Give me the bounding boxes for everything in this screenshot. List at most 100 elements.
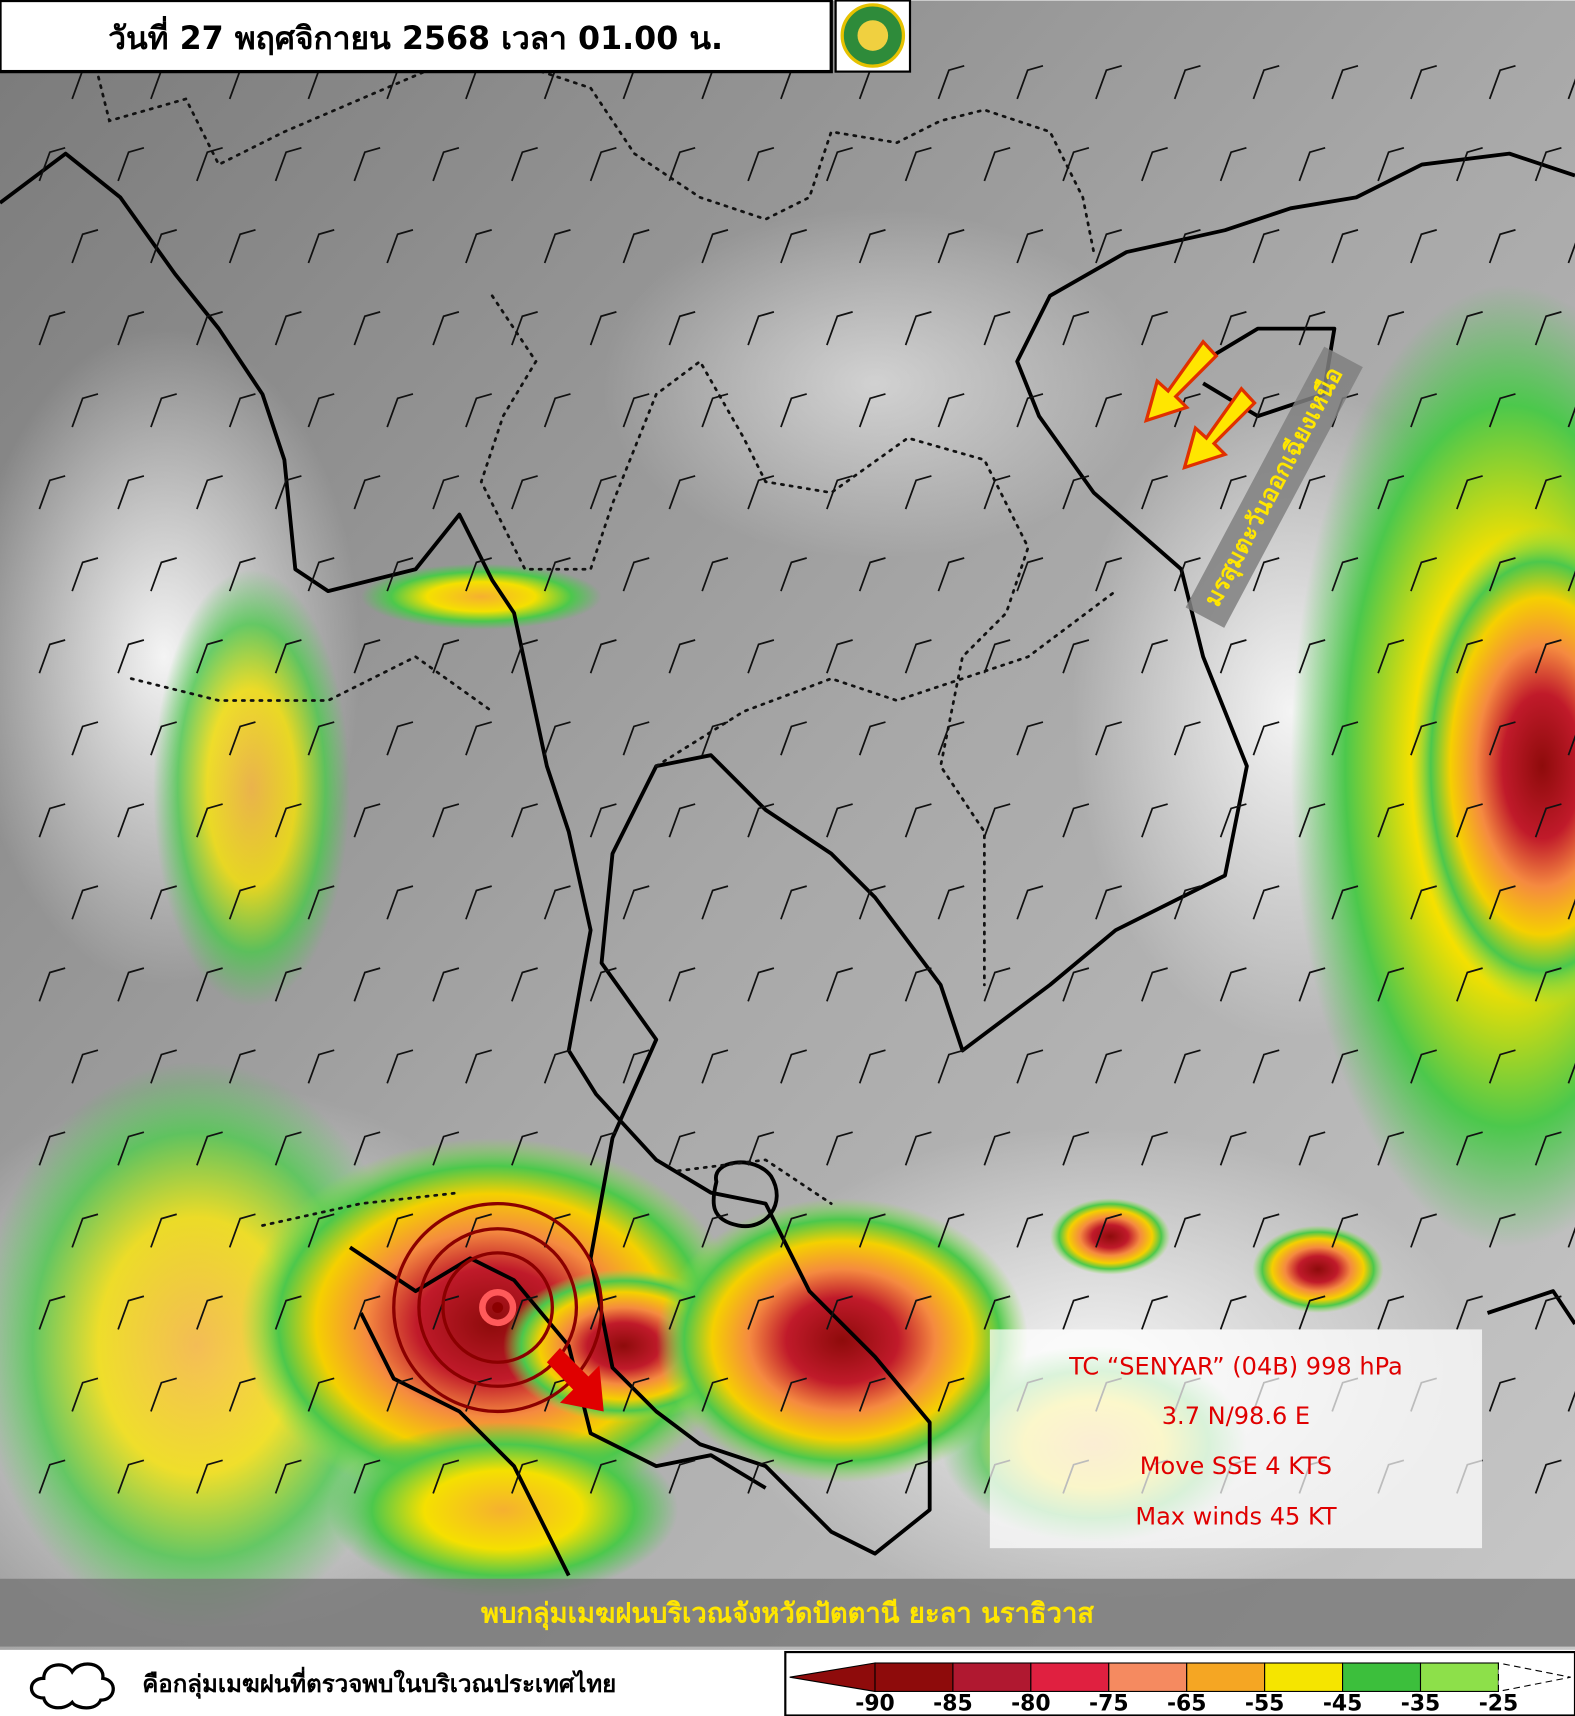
wind-barb [1141, 475, 1168, 510]
wind-barb [196, 803, 223, 838]
wind-barb [937, 885, 965, 920]
wind-barb [150, 1213, 177, 1248]
wind-barb [1252, 1049, 1280, 1084]
wind-barb [858, 1377, 886, 1412]
wind-barb [307, 229, 335, 264]
wind-barb [1298, 1295, 1326, 1330]
wind-barb [386, 885, 414, 920]
wind-barb [38, 1131, 66, 1166]
wind-barb [1534, 1295, 1562, 1330]
wind-barb [1062, 1131, 1090, 1166]
wind-barb [38, 1295, 66, 1330]
wind-barb [1219, 803, 1247, 838]
wind-barb [307, 885, 335, 920]
cloud-legend-label: คือกลุ่มเมฆฝนที่ตรวจพบในบริเวณประเทศไทย [142, 1666, 616, 1700]
wind-barb [1219, 475, 1247, 510]
scale-segment [1186, 1662, 1266, 1692]
wind-barb [826, 475, 853, 510]
wind-barb [71, 1213, 99, 1248]
wind-barb [1567, 242, 1575, 264]
wind-barb [1141, 967, 1168, 1002]
wind-barb [1016, 557, 1044, 592]
wind-barb [937, 1213, 965, 1248]
wind-barb [1488, 229, 1516, 264]
storm-info-line: Max winds 45 KT [1135, 1503, 1337, 1531]
wind-barb [701, 393, 729, 428]
wind-barb [432, 803, 460, 838]
wind-barb [1331, 721, 1359, 756]
scale-segment [1030, 1662, 1110, 1692]
wind-barb [780, 393, 807, 428]
wind-barb [386, 1213, 414, 1248]
wind-barb [780, 557, 807, 592]
wind-barb [274, 639, 302, 674]
wind-barb [937, 721, 965, 756]
wind-barb [432, 146, 460, 182]
wind-barb [353, 475, 381, 510]
wind-barb [307, 1213, 335, 1248]
wind-barb [1252, 393, 1280, 428]
wind-barb [543, 229, 571, 264]
wind-barb [196, 1295, 223, 1330]
rain-area-label: พบกลุ่มเมฆฝนบริเวณจังหวัดปัตตานี ยะลา นร… [481, 1598, 1094, 1630]
wind-barb [1534, 803, 1562, 838]
wind-barb [117, 639, 145, 674]
wind-barb [274, 146, 302, 182]
wind-barb [228, 1049, 256, 1084]
wind-barb [937, 1049, 965, 1084]
wind-barb [904, 1295, 932, 1330]
wind-barb [747, 475, 775, 510]
wind-barb [747, 311, 775, 346]
scale-tick-label: -65 [1167, 1692, 1207, 1716]
scale-segment [952, 1662, 1032, 1692]
wind-barb [1331, 557, 1359, 592]
wind-barb [1488, 1049, 1516, 1084]
scale-tick-label: -35 [1401, 1692, 1441, 1716]
wind-barb [353, 967, 381, 1002]
wind-barb [1410, 557, 1437, 592]
wind-barb [747, 1459, 775, 1494]
wind-barb [274, 803, 302, 838]
wind-barb [117, 1459, 145, 1494]
wind-barb [622, 229, 650, 264]
header-title: วันที่ 27 พฤศจิกายน 2568 เวลา 01.00 น. [108, 16, 723, 57]
wind-barb [701, 1213, 729, 1248]
scale-segment [1342, 1662, 1422, 1692]
wind-barb [1377, 1131, 1405, 1166]
wind-barb [1488, 64, 1516, 100]
wind-barb [465, 229, 492, 264]
wind-barb [1298, 639, 1326, 674]
wind-barb [511, 1459, 538, 1494]
wind-barb [1534, 311, 1562, 346]
wind-barb [543, 1213, 571, 1248]
color-scale: -90 -85 -80 -75 -65 -55 -45 -35 -25 [789, 1662, 1571, 1716]
wind-barb [1062, 311, 1090, 346]
storm-symbol [392, 1201, 604, 1414]
wind-barb [150, 393, 177, 428]
wind-barb [589, 475, 617, 510]
wind-barb [274, 1295, 302, 1330]
wind-barb [701, 1377, 729, 1412]
wind-barb [1488, 721, 1516, 756]
wind-barb [701, 721, 729, 756]
wind-barb [1219, 146, 1247, 182]
wind-barb [150, 1049, 177, 1084]
wind-barb [589, 967, 617, 1002]
wind-barb [1567, 898, 1575, 920]
wind-barb [274, 967, 302, 1002]
wind-barb [1095, 64, 1122, 100]
wind-barb [1456, 311, 1483, 346]
wind-barb [543, 393, 571, 428]
wind-barb [589, 146, 617, 182]
wind-barb [904, 1459, 932, 1494]
wind-barb [386, 1377, 414, 1412]
wind-barb [1219, 639, 1247, 674]
wind-barb [353, 639, 381, 674]
wind-barb [1016, 229, 1044, 264]
wind-barb [465, 1213, 492, 1248]
wind-barb [1567, 1390, 1575, 1412]
wind-barb [1534, 1459, 1562, 1494]
wind-barb [1331, 885, 1359, 920]
wind-barb [780, 885, 807, 920]
wind-barb [1410, 393, 1437, 428]
